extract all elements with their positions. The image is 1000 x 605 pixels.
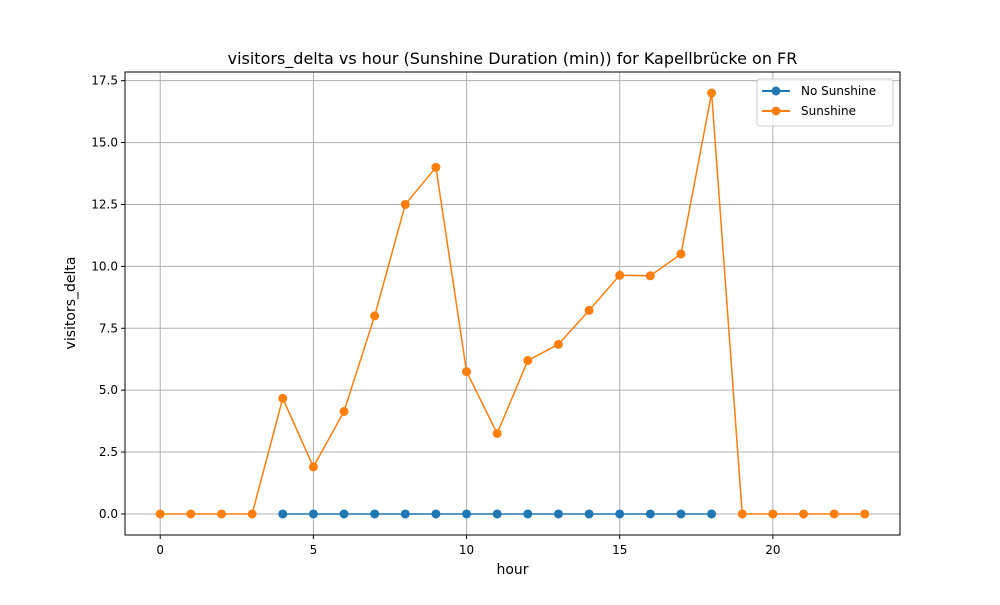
data-point [860, 509, 870, 519]
data-point [462, 367, 472, 377]
x-tick-label: 10 [459, 543, 474, 557]
data-point [492, 428, 502, 438]
data-point [523, 509, 533, 519]
data-point [799, 509, 809, 519]
legend-frame [756, 78, 894, 127]
legend: No Sunshine Sunshine [756, 78, 894, 127]
series-no-sunshine [278, 509, 717, 519]
series-line [160, 92, 865, 515]
data-point [768, 509, 778, 519]
data-point [339, 509, 349, 519]
data-point [308, 462, 318, 472]
data-point [645, 509, 655, 519]
series-sunshine [155, 88, 870, 519]
legend-marker-no-sunshine [771, 86, 781, 96]
y-tick-label: 15.0 [91, 136, 118, 150]
chart-title: visitors_delta vs hour (Sunshine Duratio… [228, 49, 798, 69]
data-point [247, 509, 257, 519]
data-point [186, 509, 196, 519]
data-point [553, 509, 563, 519]
data-point [339, 406, 349, 416]
series-layer [155, 88, 870, 519]
y-tick-label: 2.5 [99, 445, 118, 459]
data-point [676, 249, 686, 259]
data-point [278, 393, 288, 403]
y-tick-label: 7.5 [99, 321, 118, 335]
y-tick-label: 12.5 [91, 197, 118, 211]
data-point [584, 305, 594, 315]
y-tick-label: 17.5 [91, 74, 118, 88]
data-point [278, 509, 288, 519]
data-point [584, 509, 594, 519]
data-point [615, 270, 625, 280]
legend-label-no-sunshine: No Sunshine [801, 84, 876, 98]
x-axis-label: hour [496, 562, 528, 578]
data-point [707, 509, 717, 519]
data-point [400, 199, 410, 209]
y-tick-label: 5.0 [99, 383, 118, 397]
y-tick-label: 0.0 [99, 507, 118, 521]
plot-frame [124, 71, 901, 536]
data-point [615, 509, 625, 519]
data-point [308, 509, 318, 519]
y-tick-label: 10.0 [91, 259, 118, 273]
data-point [431, 509, 441, 519]
data-point [707, 88, 717, 98]
x-tick-label: 20 [765, 543, 780, 557]
grid [125, 72, 900, 535]
data-point [829, 509, 839, 519]
x-axis-ticks: 0 5 10 15 20 [156, 535, 781, 557]
data-point [553, 339, 563, 349]
data-point [645, 271, 655, 281]
legend-marker-sunshine [771, 106, 781, 116]
legend-label-sunshine: Sunshine [801, 104, 856, 118]
x-tick-label: 5 [310, 543, 318, 557]
x-tick-label: 0 [156, 543, 164, 557]
x-tick-label: 15 [612, 543, 627, 557]
data-point [370, 311, 380, 321]
data-point [155, 509, 165, 519]
data-point [370, 509, 380, 519]
data-point [216, 509, 226, 519]
data-point [492, 509, 502, 519]
data-point [462, 509, 472, 519]
y-axis-label: visitors_delta [63, 257, 79, 350]
data-point [400, 509, 410, 519]
y-axis-ticks: 0.0 2.5 5.0 7.5 10.0 12.5 15.0 17.5 [91, 74, 125, 521]
data-point [523, 355, 533, 365]
data-point [737, 509, 747, 519]
data-point [431, 162, 441, 172]
data-point [676, 509, 686, 519]
